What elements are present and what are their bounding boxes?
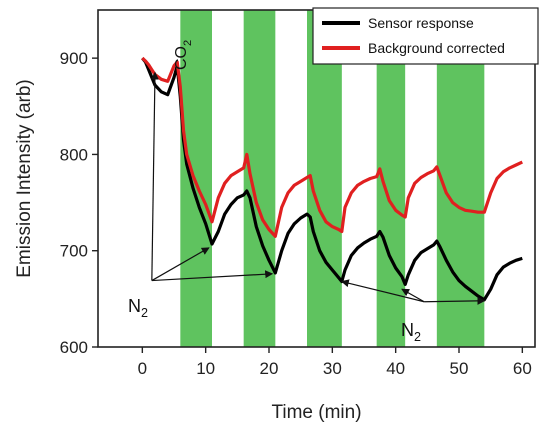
x-axis-label: Time (min) — [271, 402, 361, 423]
series-lines — [141, 56, 523, 302]
axis-ticks: 0 10 20 30 40 50 60 600 700 800 900 — [60, 49, 532, 378]
x-tick-label: 30 — [323, 359, 342, 378]
series-line-sensor-response — [141, 57, 523, 302]
y-tick-label: 900 — [60, 49, 88, 68]
x-tick-label: 10 — [196, 359, 215, 378]
co2-band-5 — [436, 10, 485, 347]
n2-right-arrow-1 — [340, 279, 425, 303]
legend-box — [312, 7, 539, 65]
legend-label-background-corrected: Background corrected — [368, 40, 505, 56]
n2-left-arrow-2 — [151, 247, 210, 282]
n2-left-arrow-3 — [151, 270, 274, 282]
legend-label-sensor-response: Sensor response — [368, 15, 474, 31]
n2-left-arrow-1 — [150, 71, 159, 281]
n2-arrows — [150, 71, 486, 305]
y-tick-label: 600 — [60, 338, 88, 357]
co2-band-1 — [180, 10, 212, 347]
co2-band-2 — [243, 10, 276, 347]
legend: Sensor response Background corrected — [312, 7, 539, 65]
x-tick-label: 20 — [260, 359, 279, 378]
n2-right-arrow-3 — [424, 296, 486, 305]
co2-shaded-regions — [180, 10, 485, 347]
x-tick-label: 40 — [386, 359, 405, 378]
y-tick-label: 700 — [60, 242, 88, 261]
x-tick-label: 60 — [513, 359, 532, 378]
n2-label-right: N2 — [401, 320, 421, 344]
co2-band-3 — [307, 10, 342, 347]
n2-label-left: N2 — [128, 296, 148, 320]
x-tick-label: 50 — [450, 359, 469, 378]
y-tick-label: 800 — [60, 145, 88, 164]
series-line-background-corrected — [141, 56, 523, 238]
annotations: CO2 N2 N2 — [128, 40, 486, 344]
y-axis-label: Emission Intensity (arb) — [14, 79, 35, 278]
co2-label: CO2 — [173, 40, 194, 70]
n2-right-arrow-2 — [401, 288, 425, 303]
x-tick-label: 0 — [138, 359, 147, 378]
